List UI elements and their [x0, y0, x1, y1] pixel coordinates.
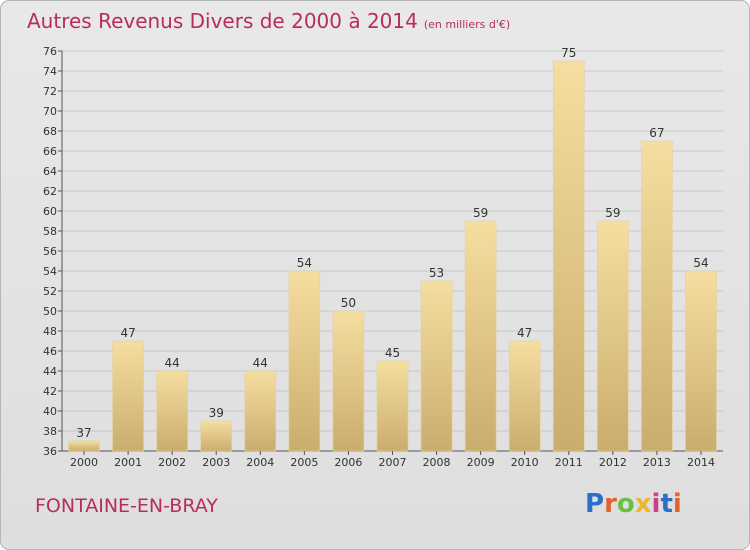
bar: [597, 220, 629, 452]
data-label: 47: [517, 326, 532, 340]
bar: [332, 310, 365, 452]
y-tick-label: 64: [43, 165, 57, 178]
commune-name: FONTAINE-EN-BRAY: [35, 495, 218, 517]
data-label: 67: [649, 126, 664, 140]
logo-letter: r: [604, 489, 617, 519]
logo-letter: P: [585, 489, 605, 519]
logo-letter: x: [634, 489, 652, 519]
bar: [68, 440, 100, 452]
data-label: 54: [297, 256, 312, 270]
x-tick-label: 2009: [467, 456, 495, 469]
x-tick-label: 2000: [70, 456, 98, 469]
y-tick-label: 70: [43, 105, 57, 118]
data-label: 53: [429, 266, 444, 280]
data-label: 45: [385, 346, 400, 360]
x-tick-label: 2007: [379, 456, 407, 469]
x-tick-label: 2010: [511, 456, 539, 469]
data-label: 47: [120, 326, 135, 340]
data-label: 44: [165, 356, 180, 370]
x-tick-label: 2005: [290, 456, 318, 469]
y-tick-label: 68: [43, 125, 57, 138]
x-tick-label: 2002: [158, 456, 186, 469]
y-tick-label: 36: [43, 445, 57, 458]
data-label: 59: [605, 206, 620, 220]
y-tick-label: 56: [43, 245, 57, 258]
bar: [552, 60, 585, 452]
logo-letter: o: [616, 489, 635, 519]
bar: [112, 340, 144, 452]
y-tick-label: 40: [43, 405, 57, 418]
y-tick-label: 66: [43, 145, 57, 158]
logo-letter: t: [660, 489, 673, 519]
bar: [420, 280, 453, 452]
x-tick-label: 2011: [555, 456, 583, 469]
data-label: 39: [209, 406, 224, 420]
bar: [641, 140, 673, 452]
bar: [244, 370, 277, 452]
logo-letter: i: [651, 489, 661, 519]
y-tick-label: 76: [43, 45, 57, 58]
data-label: 54: [693, 256, 708, 270]
data-label: 44: [253, 356, 268, 370]
bar: [288, 270, 321, 452]
data-label: 37: [76, 426, 91, 440]
x-tick-label: 2003: [202, 456, 230, 469]
x-tick-label: 2008: [423, 456, 451, 469]
bar: [685, 270, 717, 452]
x-tick-label: 2012: [599, 456, 627, 469]
y-tick-label: 52: [43, 285, 57, 298]
y-tick-label: 62: [43, 185, 57, 198]
y-tick-label: 46: [43, 345, 57, 358]
x-tick-label: 2013: [643, 456, 671, 469]
y-tick-label: 60: [43, 205, 57, 218]
logo-letter: i: [672, 489, 682, 519]
y-tick-label: 38: [43, 425, 57, 438]
x-tick-label: 2006: [334, 456, 362, 469]
data-label: 75: [561, 46, 576, 60]
y-tick-label: 74: [43, 65, 57, 78]
x-tick-label: 2014: [687, 456, 715, 469]
x-tick-label: 2004: [246, 456, 274, 469]
bar: [200, 420, 233, 452]
chart-title: Autres Revenus Divers de 2000 à 2014 (en …: [27, 9, 510, 33]
title-text: Autres Revenus Divers de 2000 à 2014: [27, 9, 418, 33]
y-tick-label: 50: [43, 305, 57, 318]
y-tick-label: 48: [43, 325, 57, 338]
y-tick-label: 58: [43, 225, 57, 238]
y-tick-label: 42: [43, 385, 57, 398]
bar: [376, 360, 409, 452]
y-tick-label: 44: [43, 365, 57, 378]
proxiti-logo: Proxiti: [585, 489, 682, 519]
title-unit: (en milliers d'€): [423, 18, 511, 31]
bar: [464, 220, 497, 452]
y-tick-label: 54: [43, 265, 57, 278]
y-tick-label: 72: [43, 85, 57, 98]
bar: [156, 370, 188, 452]
bar: [508, 340, 541, 452]
data-label: 50: [341, 296, 356, 310]
x-tick-label: 2001: [114, 456, 142, 469]
data-label: 59: [473, 206, 488, 220]
